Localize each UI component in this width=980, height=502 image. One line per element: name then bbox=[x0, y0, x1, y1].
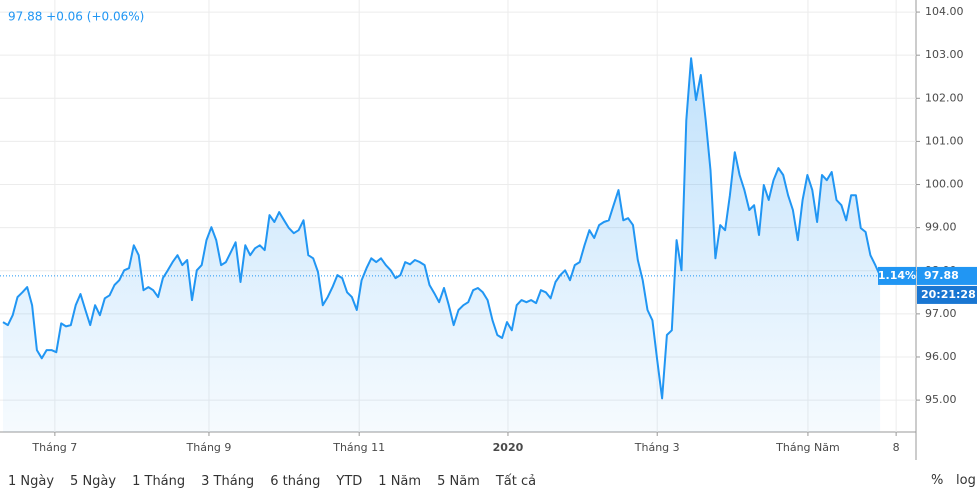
x-tick-label: Tháng 3 bbox=[634, 441, 680, 454]
range-button[interactable]: 1 Tháng bbox=[132, 473, 186, 489]
y-tick-label: 99.00 bbox=[925, 221, 957, 234]
range-button[interactable]: 6 tháng bbox=[270, 473, 321, 489]
x-tick-label: 2020 bbox=[493, 441, 524, 454]
chart: 95.0096.0097.0098.0099.00100.00101.00102… bbox=[0, 0, 977, 460]
header: 97.88 +0.06 (+0.06%) bbox=[8, 10, 144, 24]
range-button[interactable]: 5 Năm bbox=[437, 473, 480, 489]
y-tick-label: 104.00 bbox=[925, 5, 964, 18]
toolbar: 1 Ngày 5 Ngày 1 Tháng 3 Tháng 6 tháng YTD 1 Nă… bbox=[0, 460, 980, 502]
change-tag bbox=[878, 266, 916, 285]
countdown-label: 20:21:28 bbox=[921, 288, 976, 301]
y-tick-label: 97.00 bbox=[925, 307, 957, 320]
scale-button[interactable]: log bbox=[956, 473, 976, 488]
y-tick-label: 102.00 bbox=[925, 91, 964, 104]
y-tick-label: 100.00 bbox=[925, 178, 964, 191]
y-tick-label: 101.00 bbox=[925, 134, 964, 147]
y-tick-label: 95.00 bbox=[925, 393, 957, 406]
price-tag-label: 97.88 bbox=[924, 269, 959, 282]
countdown-tag bbox=[917, 285, 977, 304]
x-tick-label: Tháng Năm bbox=[775, 441, 840, 454]
range-button[interactable]: 3 Tháng bbox=[201, 473, 255, 489]
range-button[interactable]: 1 Năm bbox=[378, 473, 422, 489]
price-line bbox=[2, 57, 882, 400]
scale-button[interactable]: % bbox=[931, 473, 944, 488]
range-button[interactable]: 5 Ngày bbox=[70, 473, 117, 489]
range-button[interactable]: Tất cả bbox=[495, 473, 537, 489]
range-button[interactable]: YTD bbox=[336, 473, 363, 489]
x-tick-label: Tháng 7 bbox=[31, 441, 77, 454]
y-tick-label: 103.00 bbox=[925, 48, 964, 61]
change-label: 1.14% bbox=[878, 269, 916, 282]
x-tick-label: 8 bbox=[893, 441, 900, 454]
x-tick-label: Tháng 9 bbox=[186, 441, 232, 454]
y-tick-label: 96.00 bbox=[925, 350, 957, 363]
area bbox=[3, 58, 881, 432]
price-tag bbox=[917, 266, 977, 285]
x-tick-label: Tháng 11 bbox=[332, 441, 385, 454]
range-button[interactable]: 1 Ngày bbox=[8, 473, 55, 489]
